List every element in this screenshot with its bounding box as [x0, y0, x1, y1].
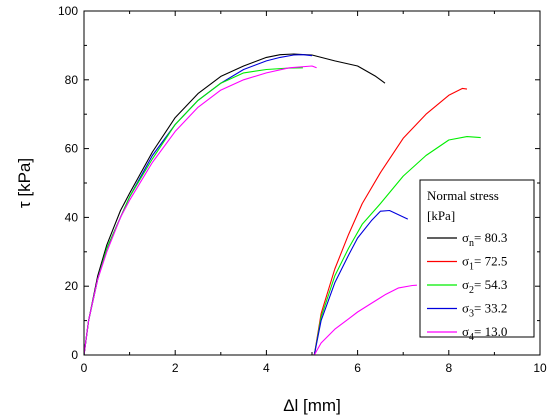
- series-line-3: [83, 67, 303, 356]
- x-tick-label-3: 6: [354, 361, 361, 375]
- legend-label-3: σ3= 33.2: [462, 301, 507, 320]
- legend-label-4: σ4= 13.0: [462, 324, 507, 343]
- legend-label-0: σn= 80.3: [462, 230, 507, 249]
- series-line-4: [83, 65, 317, 356]
- legend-box: [419, 179, 535, 338]
- series-line-5: [313, 87, 468, 356]
- x-tick-label-1: 2: [172, 361, 179, 375]
- y-tick-label-5: 100: [58, 4, 78, 18]
- y-axis-title: τ [kPa]: [15, 158, 34, 208]
- legend-title-line2: [kPa]: [427, 208, 455, 223]
- x-tick-label-0: 0: [81, 361, 88, 375]
- series-line-1: [83, 53, 386, 356]
- series-line-7: [313, 209, 409, 356]
- x-tick-label-5: 10: [533, 361, 547, 375]
- y-tick-label-0: 0: [71, 348, 78, 362]
- x-tick-label-4: 8: [445, 361, 452, 375]
- legend-label-1: σ1= 72.5: [462, 254, 507, 273]
- legend-title-line1: Normal stress: [427, 188, 499, 203]
- series-layer: [83, 53, 481, 356]
- y-tick-label-3: 60: [65, 142, 79, 156]
- x-tick-label-2: 4: [263, 361, 270, 375]
- x-axis-title: Δl [mm]: [283, 396, 341, 415]
- y-tick-label-2: 40: [65, 210, 79, 224]
- legend-label-2: σ2= 54.3: [462, 277, 507, 296]
- series-line-8: [313, 284, 417, 356]
- legend-entries: σn= 80.3 σ1= 72.5 σ2= 54.3 σ3= 33.2 σ4= 13.0: [427, 230, 507, 343]
- y-tick-label-1: 20: [65, 279, 79, 293]
- legend: Normal stress [kPa] σn= 80.3 σ1= 72.5 σ2= …: [419, 179, 535, 343]
- series-line-6: [313, 136, 481, 356]
- y-tick-label-4: 80: [65, 73, 79, 87]
